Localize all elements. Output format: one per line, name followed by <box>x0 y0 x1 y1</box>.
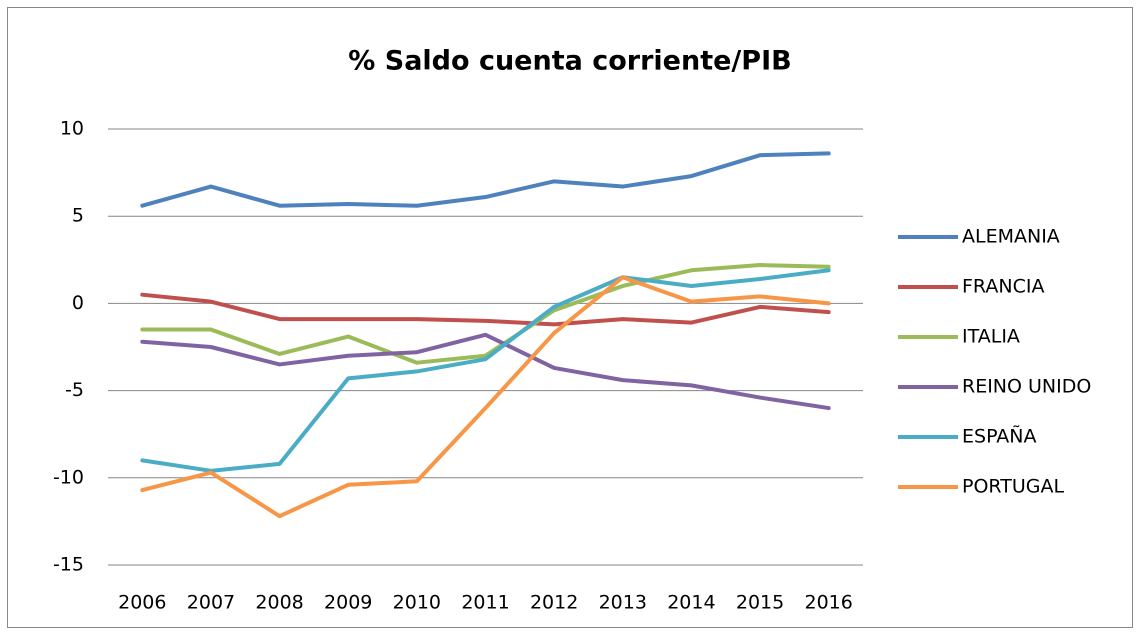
y-tick-label: -5 <box>65 379 84 401</box>
y-tick-label: 5 <box>72 205 84 227</box>
x-tick-label: 2006 <box>118 592 166 614</box>
series-line <box>140 263 831 365</box>
x-tick-label: 2008 <box>255 592 303 614</box>
legend-label: ALEMANIA <box>962 226 1060 248</box>
x-tick-label: 2010 <box>393 592 441 614</box>
x-tick-label: 2016 <box>805 592 853 614</box>
y-tick-label: -15 <box>53 554 84 576</box>
chart-title: % Saldo cuenta corriente/PIB <box>348 46 791 77</box>
legend-label: PORTUGAL <box>962 476 1064 498</box>
series-line <box>140 332 831 411</box>
x-tick-label: 2014 <box>667 592 715 614</box>
y-tick-label: 0 <box>72 292 84 314</box>
x-tick-label: 2015 <box>736 592 784 614</box>
legend-label: ESPAÑA <box>962 425 1037 448</box>
legend-label: ITALIA <box>962 326 1020 348</box>
series-line <box>140 275 831 519</box>
x-tick-label: 2011 <box>461 592 509 614</box>
series-line <box>140 292 831 327</box>
x-tick-label: 2013 <box>599 592 647 614</box>
series-line <box>140 151 831 208</box>
x-tick-label: 2009 <box>324 592 372 614</box>
x-tick-label: 2007 <box>187 592 235 614</box>
series-line <box>140 268 831 473</box>
chart-border <box>7 7 1133 628</box>
x-tick-label: 2012 <box>530 592 578 614</box>
legend-label: FRANCIA <box>962 276 1044 298</box>
y-tick-label: 10 <box>60 118 84 140</box>
legend-label: REINO UNIDO <box>962 376 1091 398</box>
y-tick-label: -10 <box>53 466 84 488</box>
